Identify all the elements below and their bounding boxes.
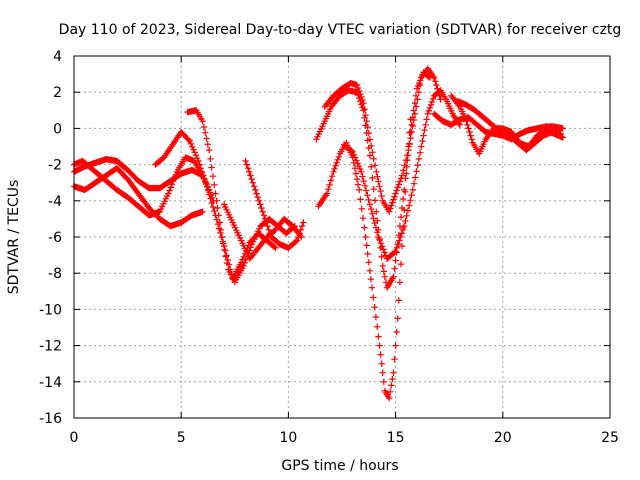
y-tick-label: -12 [39, 339, 62, 355]
y-tick-label: -10 [39, 302, 62, 318]
x-tick-label: 20 [494, 430, 512, 446]
x-tick-label: 25 [601, 430, 619, 446]
series-markers [321, 65, 444, 215]
series-markers [340, 87, 464, 262]
series-trace-n [448, 92, 566, 157]
y-tick-label: -8 [48, 266, 62, 282]
y-tick-label: -6 [48, 230, 62, 246]
y-tick-label: 4 [53, 49, 62, 65]
series-markers [220, 201, 305, 262]
series-markers [315, 116, 414, 402]
x-tick-labels: 0 5 10 15 20 25 [70, 430, 619, 446]
series-trace-k [340, 87, 464, 262]
series-trace-e [184, 107, 298, 286]
y-tick-label: 2 [53, 85, 62, 101]
x-tick-label: 5 [177, 430, 186, 446]
series-trace-g [220, 201, 305, 262]
x-tick-label: 0 [70, 430, 79, 446]
series-trace-j [321, 65, 444, 215]
x-tick-label: 10 [279, 430, 297, 446]
data-series [70, 65, 566, 402]
y-tick-label: -4 [48, 194, 62, 210]
y-tick-label: -16 [39, 411, 62, 427]
y-tick-label: -2 [48, 158, 62, 174]
series-trace-h [315, 116, 414, 402]
y-tick-label: 0 [53, 121, 62, 137]
y-axis-label: SDTVAR / TECUs [6, 180, 22, 295]
y-tick-label: -14 [39, 375, 62, 391]
grid-lines [74, 56, 610, 418]
x-axis-label: GPS time / hours [281, 458, 398, 474]
chart-title: Day 110 of 2023, Sidereal Day-to-day VTE… [59, 22, 622, 38]
series-markers [313, 69, 434, 291]
series-markers [184, 107, 298, 286]
x-tick-label: 15 [387, 430, 405, 446]
series-trace-i [313, 69, 434, 291]
series-markers [448, 92, 566, 157]
y-tick-labels: -16 -14 -12 -10 -8 -6 -4 -2 0 2 4 [39, 49, 62, 427]
plot-frame [73, 55, 611, 419]
